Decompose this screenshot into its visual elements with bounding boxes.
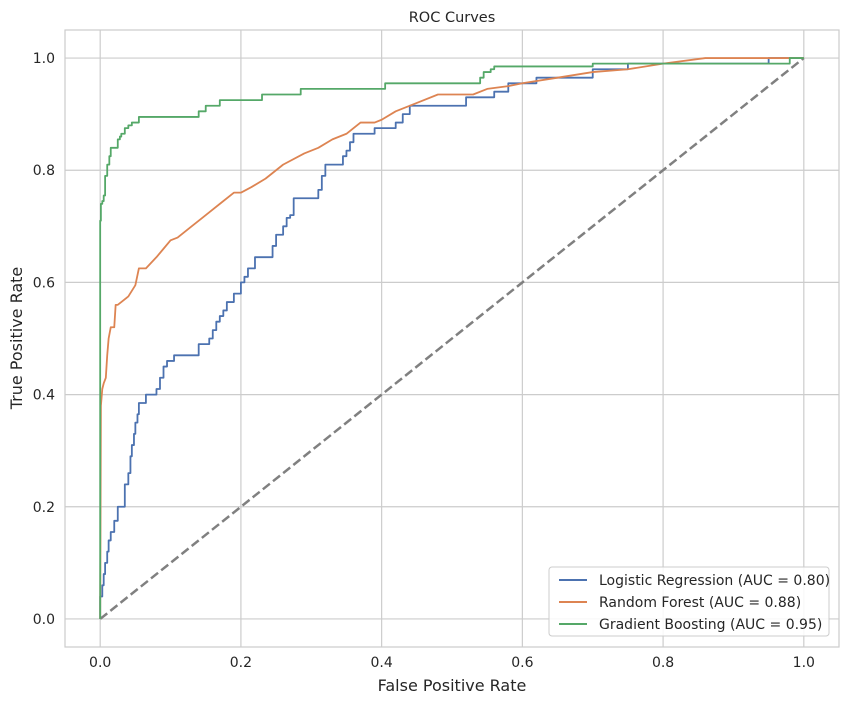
y-axis-label: True Positive Rate: [7, 267, 26, 411]
legend-label-random-forest: Random Forest (AUC = 0.88): [599, 595, 801, 611]
random-classifier-diagonal: [99, 57, 805, 620]
chart-title: ROC Curves: [409, 10, 496, 26]
x-tick-label-0: 0.0: [89, 655, 111, 671]
legend-label-logistic-regression: Logistic Regression (AUC = 0.80): [599, 573, 830, 589]
x-tick-label-4: 0.8: [652, 655, 674, 671]
y-tick-label-3: 0.6: [33, 275, 55, 291]
y-tick-label-0: 0.0: [33, 612, 55, 628]
series-line-random-forest: [99, 57, 804, 619]
legend: Logistic Regression (AUC = 0.80) Random …: [548, 566, 830, 637]
legend-label-gradient-boosting: Gradient Boosting (AUC = 0.95): [599, 617, 822, 633]
series-line-logistic-regression: [99, 57, 804, 619]
x-tick-label-2: 0.4: [371, 655, 393, 671]
y-tick-label-1: 0.2: [33, 500, 55, 516]
x-tick-label-3: 0.6: [511, 655, 533, 671]
x-axis-label: False Positive Rate: [378, 676, 527, 695]
y-tick-label-2: 0.4: [33, 388, 55, 404]
y-tick-label-4: 0.8: [33, 163, 55, 179]
x-tick-label-1: 0.2: [230, 655, 252, 671]
legend-frame: [548, 566, 830, 637]
series-line-gradient-boosting: [99, 57, 804, 619]
plot-frame: [64, 29, 840, 648]
x-tick-label-5: 1.0: [793, 655, 815, 671]
y-tick-label-5: 1.0: [33, 51, 55, 67]
